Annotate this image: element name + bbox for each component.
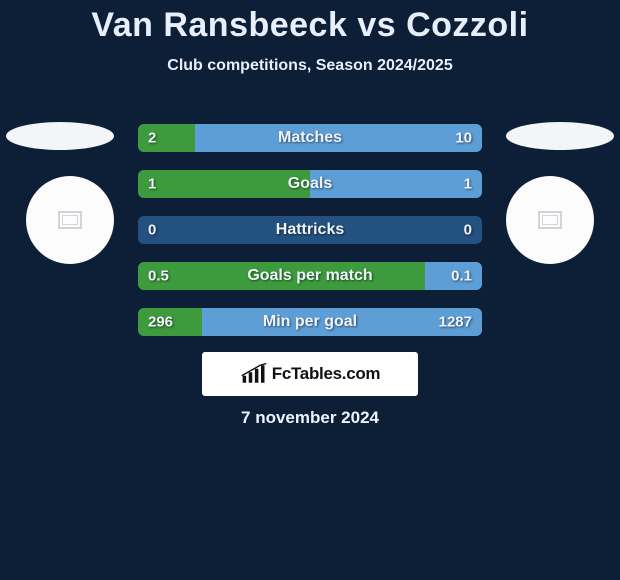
stat-bar: 296 1287 Min per goal (138, 308, 482, 336)
club-badge-right (506, 176, 594, 264)
brand-label: FcTables.com (272, 364, 381, 384)
page-title: Van Ransbeeck vs Cozzoli (0, 0, 620, 45)
chart-icon (240, 363, 268, 385)
stat-label: Matches (278, 129, 342, 147)
stat-label: Goals per match (247, 267, 372, 285)
stat-label: Hattricks (276, 221, 344, 239)
stat-value-left: 1 (148, 176, 156, 193)
stat-bar: 1 1 Goals (138, 170, 482, 198)
stat-bar: 0.5 0.1 Goals per match (138, 262, 482, 290)
bar-fill-left (138, 124, 195, 152)
stat-bar: 0 0 Hattricks (138, 216, 482, 244)
stat-value-right: 0.1 (451, 268, 472, 285)
bar-fill-right (310, 170, 482, 198)
stat-value-right: 0 (464, 222, 472, 239)
stat-label: Min per goal (263, 313, 357, 331)
bar-fill-left (138, 170, 310, 198)
stat-value-left: 0 (148, 222, 156, 239)
stat-value-left: 296 (148, 314, 173, 331)
stat-value-left: 2 (148, 130, 156, 147)
stat-value-right: 1 (464, 176, 472, 193)
club-badge-left (26, 176, 114, 264)
shield-icon (538, 211, 562, 229)
stat-label: Goals (288, 175, 332, 193)
stat-value-right: 10 (455, 130, 472, 147)
subtitle: Club competitions, Season 2024/2025 (0, 57, 620, 75)
stat-bar: 2 10 Matches (138, 124, 482, 152)
stat-value-left: 0.5 (148, 268, 169, 285)
player-avatar-left (6, 122, 114, 150)
player-avatar-right (506, 122, 614, 150)
comparison-bars: 2 10 Matches 1 1 Goals 0 0 Hattricks 0.5 0.1 Goals … (138, 124, 482, 354)
date-label: 7 november 2024 (241, 408, 379, 428)
brand-badge: FcTables.com (202, 352, 418, 396)
shield-icon (58, 211, 82, 229)
stat-value-right: 1287 (439, 314, 472, 331)
